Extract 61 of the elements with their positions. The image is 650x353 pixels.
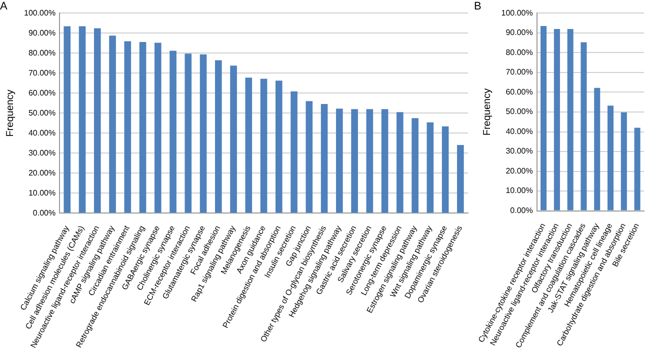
bar <box>594 88 600 210</box>
bar <box>306 101 313 213</box>
chart-title: B <box>474 0 482 13</box>
y-tick-label: 30.00% <box>506 146 533 156</box>
bar <box>260 78 268 213</box>
y-tick-label: 30.00% <box>28 148 56 158</box>
bar <box>396 112 404 213</box>
y-tick-label: 10.00% <box>506 186 533 196</box>
bar <box>366 109 374 213</box>
bar <box>426 122 434 213</box>
chart-title: A <box>0 0 8 13</box>
bar <box>442 126 449 213</box>
bar <box>634 128 640 210</box>
y-tick-label: 70.00% <box>506 68 533 77</box>
y-axis-title: Frequency <box>482 88 494 136</box>
bar <box>94 28 101 213</box>
y-tick-label: 10.00% <box>28 188 56 198</box>
bar <box>109 36 116 213</box>
bar <box>64 26 71 213</box>
y-tick-label: 100.00% <box>24 8 56 18</box>
y-tick-label: 0.00% <box>510 206 533 216</box>
bar <box>412 118 418 213</box>
y-tick-label: 90.00% <box>28 28 56 38</box>
y-tick-label: 60.00% <box>506 87 533 96</box>
y-tick-label: 40.00% <box>28 128 56 138</box>
y-tick-label: 20.00% <box>506 166 533 176</box>
bar <box>276 80 282 213</box>
bar <box>567 29 574 210</box>
y-axis-title: Frequency <box>4 90 16 137</box>
bar <box>154 42 162 213</box>
bar <box>245 78 252 213</box>
y-tick-label: 100.00% <box>501 8 533 18</box>
bar <box>139 42 146 213</box>
y-tick-label: 20.00% <box>28 168 56 178</box>
bar <box>457 144 464 213</box>
bar <box>78 26 86 213</box>
y-tick-label: 50.00% <box>506 107 533 116</box>
bar <box>554 29 560 210</box>
y-tick-label: 90.00% <box>506 28 533 38</box>
y-tick-label: 60.00% <box>28 88 56 98</box>
bar <box>184 54 192 213</box>
y-tick-label: 0.00% <box>32 208 56 218</box>
bar <box>290 91 298 213</box>
bar <box>620 112 627 210</box>
y-tick-label: 80.00% <box>28 48 56 58</box>
bar <box>320 104 328 213</box>
bar <box>540 26 547 210</box>
bar <box>170 50 176 213</box>
bar <box>200 54 207 213</box>
bar <box>608 106 614 210</box>
y-tick-label: 50.00% <box>28 108 56 118</box>
bar <box>381 109 388 213</box>
bar <box>124 41 132 213</box>
bar <box>230 66 237 213</box>
bar <box>580 42 587 210</box>
y-tick-label: 80.00% <box>506 48 533 57</box>
y-tick-label: 40.00% <box>506 126 533 136</box>
bar <box>336 108 343 213</box>
bar <box>215 60 222 213</box>
bar <box>351 109 358 213</box>
y-tick-label: 70.00% <box>28 68 56 78</box>
